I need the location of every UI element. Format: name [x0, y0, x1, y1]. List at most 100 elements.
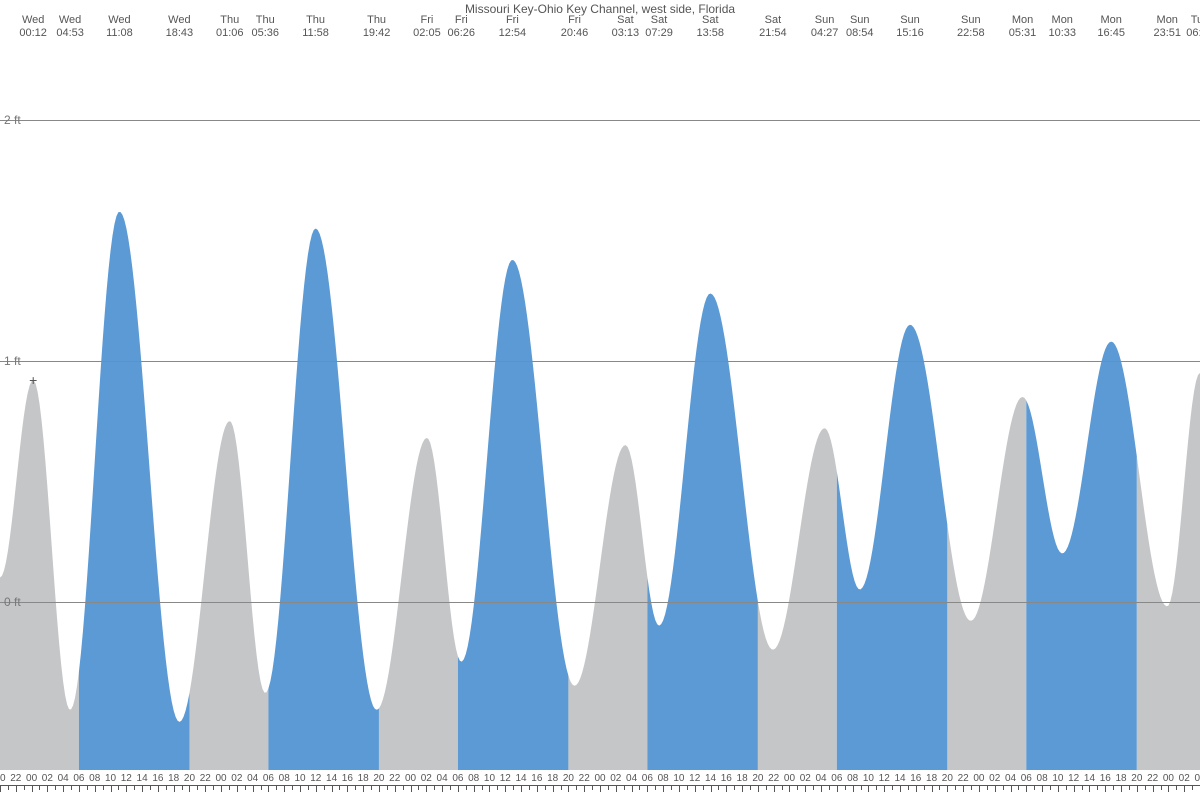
x-hour-label: 08 — [468, 773, 479, 784]
x-hour-label: 06 — [831, 773, 842, 784]
x-hour-label: 20 — [752, 773, 763, 784]
x-tick — [442, 786, 443, 792]
x-hour-label: 02 — [989, 773, 1000, 784]
x-tick — [426, 786, 427, 792]
x-hour-label: 16 — [531, 773, 542, 784]
x-tick — [174, 786, 175, 792]
x-tick — [545, 786, 546, 790]
x-tick — [916, 786, 917, 792]
x-tick — [134, 786, 135, 790]
x-tick — [766, 786, 767, 790]
x-tick — [87, 786, 88, 790]
x-tick — [758, 786, 759, 792]
x-tick — [300, 786, 301, 792]
x-tick — [355, 786, 356, 790]
x-tick — [182, 786, 183, 790]
x-tick — [734, 786, 735, 790]
x-tick — [142, 786, 143, 792]
x-hour-label: 10 — [484, 773, 495, 784]
x-tick — [371, 786, 372, 790]
x-hour-label: 16 — [152, 773, 163, 784]
x-tick — [1192, 786, 1193, 790]
x-hour-label: 14 — [515, 773, 526, 784]
tide-event-label: Thu19:42 — [363, 14, 391, 40]
x-hour-label: 22 — [10, 773, 21, 784]
x-hour-label: 20 — [373, 773, 384, 784]
x-hour-label: 22 — [579, 773, 590, 784]
x-tick — [782, 786, 783, 790]
plot-area: 0 ft1 ft2 ft+ — [0, 48, 1200, 770]
gridline — [0, 120, 1200, 121]
x-hour-label: 18 — [1115, 773, 1126, 784]
x-hour-label: 02 — [421, 773, 432, 784]
tide-event-label: Mon05:31 — [1009, 14, 1037, 40]
x-tick — [55, 786, 56, 790]
tide-event-label: Mon10:33 — [1048, 14, 1076, 40]
x-hour-label: 16 — [721, 773, 732, 784]
x-hour-label: 00 — [784, 773, 795, 784]
x-tick — [339, 786, 340, 790]
x-tick — [608, 786, 609, 790]
x-tick — [1105, 786, 1106, 792]
x-hour-label: 12 — [1068, 773, 1079, 784]
x-tick — [474, 786, 475, 792]
x-tick — [466, 786, 467, 790]
x-tick — [0, 786, 1, 792]
x-tick — [450, 786, 451, 790]
x-hour-label: 06 — [73, 773, 84, 784]
x-tick — [363, 786, 364, 792]
x-tick — [971, 786, 972, 790]
tide-event-label: Wed18:43 — [166, 14, 194, 40]
tide-event-label: Wed04:53 — [56, 14, 84, 40]
x-tick — [1089, 786, 1090, 792]
tide-event-label: Fri20:46 — [561, 14, 589, 40]
x-axis: 2022000204060810121416182022000204060810… — [0, 770, 1200, 800]
tide-event-label: Sat07:29 — [645, 14, 673, 40]
x-tick — [663, 786, 664, 792]
x-tick — [805, 786, 806, 792]
x-tick — [979, 786, 980, 792]
x-tick — [118, 786, 119, 790]
x-tick — [679, 786, 680, 792]
x-tick — [750, 786, 751, 790]
x-tick — [1137, 786, 1138, 792]
x-hour-label: 14 — [894, 773, 905, 784]
x-tick — [79, 786, 80, 792]
x-hour-label: 02 — [800, 773, 811, 784]
x-tick — [963, 786, 964, 792]
x-tick — [1176, 786, 1177, 790]
x-tick — [403, 786, 404, 790]
x-hour-label: 04 — [1194, 773, 1200, 784]
x-tick — [292, 786, 293, 790]
x-tick — [774, 786, 775, 792]
x-tick — [1113, 786, 1114, 790]
x-hour-label: 06 — [452, 773, 463, 784]
x-tick — [726, 786, 727, 792]
x-tick — [853, 786, 854, 792]
x-tick — [529, 786, 530, 790]
x-tick — [1018, 786, 1019, 790]
x-hour-label: 02 — [42, 773, 53, 784]
tide-event-label: Sat13:58 — [697, 14, 725, 40]
tide-curve — [0, 48, 1200, 770]
x-tick — [221, 786, 222, 792]
x-tick — [632, 786, 633, 792]
x-tick — [703, 786, 704, 790]
x-hour-label: 22 — [958, 773, 969, 784]
tide-event-label: Mon16:45 — [1097, 14, 1125, 40]
x-tick — [861, 786, 862, 790]
x-tick — [24, 786, 25, 790]
x-tick — [955, 786, 956, 790]
tide-event-label: Thu01:06 — [216, 14, 244, 40]
x-hour-label: 22 — [389, 773, 400, 784]
x-hour-label: 14 — [705, 773, 716, 784]
x-tick — [505, 786, 506, 792]
x-tick — [197, 786, 198, 790]
x-tick — [829, 786, 830, 790]
x-tick — [1161, 786, 1162, 790]
x-tick — [900, 786, 901, 792]
x-tick — [1121, 786, 1122, 792]
x-hour-label: 10 — [1052, 773, 1063, 784]
x-hour-label: 18 — [168, 773, 179, 784]
x-tick — [813, 786, 814, 790]
